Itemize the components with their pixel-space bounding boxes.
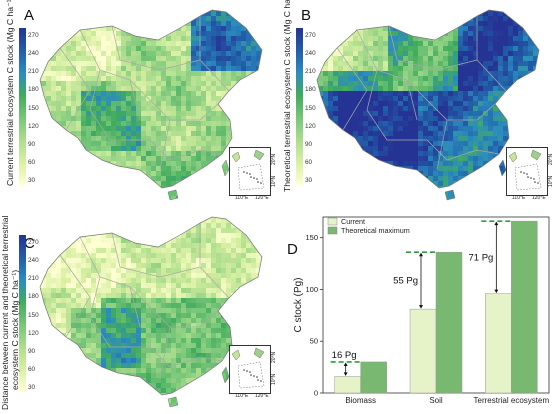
legend-swatch: [327, 217, 338, 226]
panel-label-b: B: [301, 7, 312, 24]
inset-lon-tick: 120°E: [532, 195, 546, 201]
inset-lat-tick: 10°N: [548, 175, 554, 187]
inset-lon-tick: 110°E: [235, 195, 249, 201]
south-china-sea-inset-a: [229, 147, 271, 196]
inset-lon-tick: 120°E: [255, 195, 269, 201]
bar-theoretical: [360, 361, 387, 394]
colorbar-tick-label: 180: [28, 293, 39, 301]
category-label: Terrestrial ecosystem: [474, 396, 550, 405]
colorbar-tick-label: 30: [28, 177, 36, 184]
inset-islands: [231, 347, 265, 389]
map-panel-c: C Distance between current and theoretic…: [0, 207, 277, 414]
colorbar-title-a: Current terrestrial ecosystem C stock (M…: [5, 0, 15, 186]
colorbar-tick-label: 150: [28, 311, 39, 319]
category-label: Soil: [429, 396, 443, 405]
arrow-head-up: [419, 252, 423, 257]
colorbar-tick-label: 30: [28, 384, 36, 391]
y-tick-label: 0: [314, 389, 318, 398]
colorbar-a: [19, 28, 26, 185]
arrow-head-up: [343, 362, 348, 366]
colorbar-title-c-line2: ecosystem C stock (Mg C ha⁻¹): [10, 269, 20, 390]
bar-current: [334, 376, 361, 394]
arrow-head-up: [494, 221, 499, 226]
colorbar-c: [19, 235, 26, 392]
colorbar-tick-label: 90: [28, 140, 36, 148]
legend-label: Current: [341, 217, 365, 226]
inset-islands: [508, 149, 542, 191]
bar-theoretical: [435, 251, 463, 394]
colorbar-tick-label: 240: [28, 50, 39, 58]
legend-swatch: [327, 226, 338, 235]
colorbar-tick-label: 90: [305, 140, 313, 148]
panel-label-d: D: [287, 241, 298, 258]
colorbar-tick-label: 270: [28, 32, 39, 39]
bar-theoretical: [511, 220, 538, 394]
china-map-a: [39, 9, 263, 201]
colorbar-tick-label: 270: [305, 32, 316, 39]
gap-annotation: 16 Pg: [332, 350, 357, 361]
y-axis-label: C stock (Pg): [293, 277, 304, 332]
y-tick-label: 50: [310, 337, 318, 346]
inset-lon-tick: 110°E: [235, 393, 249, 399]
colorbar-title-b: Theoretical terrestrial ecosystem C stoc…: [282, 0, 292, 192]
colorbar-tick-label: 60: [305, 158, 313, 166]
y-tick-label: 150: [305, 233, 318, 242]
arrow-head-down: [343, 372, 348, 376]
bar-current: [485, 293, 512, 394]
south-china-sea-inset-c: [229, 345, 271, 394]
colorbar-tick-label: 240: [305, 50, 316, 58]
china-map-b: [316, 9, 540, 201]
colorbar-tick-label: 120: [28, 122, 39, 130]
gap-annotation: 55 Pg: [393, 276, 418, 287]
south-china-sea-inset-b: [506, 147, 548, 196]
panel-label-c: C: [24, 235, 35, 252]
colorbar-tick-label: 210: [305, 68, 316, 76]
inset-lon-tick: 110°E: [512, 195, 526, 201]
map-panel-a: A Current terrestrial ecosystem C stock …: [0, 0, 277, 207]
colorbar-tick-label: 30: [305, 177, 313, 184]
arrow-head-down: [419, 305, 423, 309]
colorbar-tick-label: 210: [28, 275, 39, 283]
colorbar-tick-label: 240: [28, 257, 39, 265]
gap-annotation: 71 Pg: [469, 252, 494, 263]
colorbar-tick-label: 180: [305, 86, 316, 94]
colorbar-tick-label: 150: [28, 104, 39, 112]
colorbar-b: [296, 28, 303, 185]
inset-lon-tick: 120°E: [255, 393, 269, 399]
colorbar-title-c-line1: Distance between current and theoretical…: [0, 215, 10, 410]
china-map-c: [39, 216, 263, 408]
arrow-head-down: [494, 289, 499, 294]
colorbar-tick-label: 90: [28, 347, 36, 355]
c-stock-bar-chart: 0 50 100 150 C stock (Pg) 16 Pg Biomass 55 Pg So…: [293, 216, 550, 405]
y-tick-label: 100: [305, 285, 318, 294]
chart-panel-d: D 0 50 100 150 C stock (Pg) 16 Pg Biomass 55 Pg…: [277, 207, 554, 414]
bar-current: [409, 308, 437, 394]
colorbar-tick-label: 120: [305, 122, 316, 130]
colorbar-tick-label: 270: [28, 239, 39, 246]
inset-lat-tick: 20°N: [548, 153, 554, 165]
colorbar-tick-label: 150: [305, 104, 316, 112]
colorbar-tick-label: 180: [28, 86, 39, 94]
category-label: Biomass: [345, 396, 376, 405]
colorbar-tick-label: 120: [28, 329, 39, 337]
colorbar-tick-label: 210: [28, 68, 39, 76]
inset-islands: [231, 149, 265, 191]
panel-label-a: A: [24, 7, 35, 24]
legend-label: Theoretical maximum: [341, 226, 410, 235]
colorbar-tick-label: 60: [28, 365, 36, 373]
colorbar-tick-label: 60: [28, 158, 36, 166]
map-panel-b: B Theoretical terrestrial ecosystem C st…: [277, 0, 554, 207]
